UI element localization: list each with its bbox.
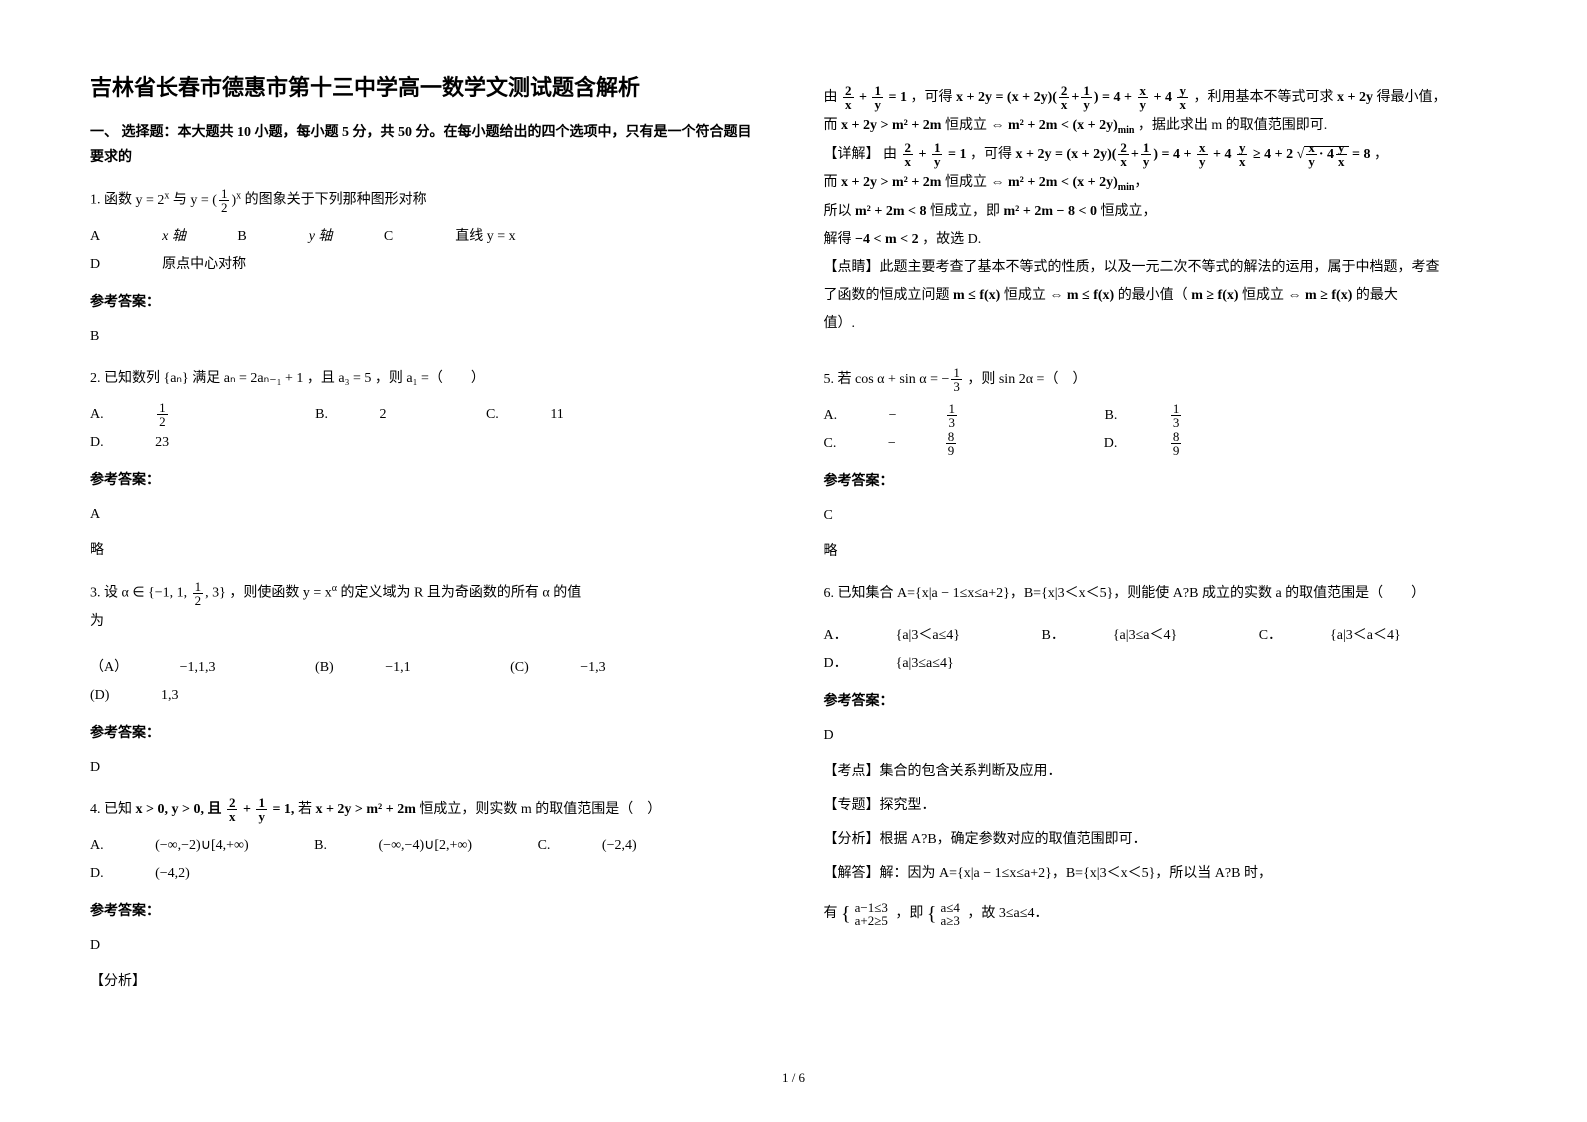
q5-ans-label: 参考答案：: [824, 468, 1498, 496]
q4-analysis-label: 【分析】: [90, 968, 764, 996]
q3-ans: D: [90, 754, 764, 782]
q1-mid: 与: [173, 193, 187, 208]
question-2: 2. 已知数列 {aₙ} 满足 aₙ = 2aₙ₋₁ + 1 ，且 a₃ = 5…: [90, 365, 764, 565]
question-4-cont: 由 2x + 1y = 1 ，可得 x + 2y = (x + 2y)(2x+1…: [824, 84, 1498, 338]
q1-ans: B: [90, 323, 764, 351]
page-footer: 1 / 6: [0, 1070, 1587, 1086]
q4-choices: A. (−∞,−2)∪[4,+∞) B. (−∞,−4)∪[2,+∞) C. (…: [90, 832, 764, 888]
q5-ans: C: [824, 502, 1498, 530]
q1-ans-label: 参考答案：: [90, 289, 764, 317]
question-1: 1. 函数 y = 2x 与 y = (12)x 的图象关于下列那种图形对称 A…: [90, 186, 764, 351]
q2-note: 略: [90, 537, 764, 565]
right-column: 由 2x + 1y = 1 ，可得 x + 2y = (x + 2y)(2x+1…: [824, 70, 1498, 1010]
section-header: 一、 选择题：本大题共 10 小题，每小题 5 分，共 50 分。在每小题给出的…: [90, 120, 764, 170]
q4-ans: D: [90, 932, 764, 960]
question-5: 5. 若 cos α + sin α = −13 ，则 sin 2α =（ ） …: [824, 366, 1498, 566]
q5-note: 略: [824, 538, 1498, 566]
q1-tail: 的图象关于下列那种图形对称: [245, 193, 427, 208]
question-3: 3. 设 α ∈ {−1, 1, 12, 3} ，则使函数 y = xα 的定义…: [90, 579, 764, 782]
q2-ans-label: 参考答案：: [90, 467, 764, 495]
q6-ans-label: 参考答案：: [824, 688, 1498, 716]
question-6: 6. 已知集合 A={x|a − 1≤x≤a+2}，B={x|3＜x＜5}，则能…: [824, 580, 1498, 934]
question-4: 4. 已知 x > 0, y > 0, 且 2x + 1y = 1, 若 x +…: [90, 796, 764, 996]
q2-ans: A: [90, 501, 764, 529]
q2-choices: A. 12 B. 2 C. 11 D. 23: [90, 401, 764, 457]
q5-choices: A. −13 B. 13 C. −89 D. 89: [824, 402, 1498, 458]
q1-expr2: y = (12)x: [190, 193, 244, 208]
q6-ans: D: [824, 722, 1498, 750]
q1-prefix: 1. 函数: [90, 193, 132, 208]
q1-expr1: y = 2x: [136, 193, 170, 208]
q6-choices: A．{a|3＜a≤4} B．{a|3≤a＜4} C．{a|3＜a＜4} D．{a…: [824, 622, 1498, 678]
left-column: 吉林省长春市德惠市第十三中学高一数学文测试题含解析 一、 选择题：本大题共 10…: [90, 70, 764, 1010]
q3-ans-label: 参考答案：: [90, 720, 764, 748]
q4-ans-label: 参考答案：: [90, 898, 764, 926]
page-title: 吉林省长春市德惠市第十三中学高一数学文测试题含解析: [90, 70, 764, 102]
q3-choices: （A） −1,1,3 (B) −1,1 (C) −1,3 (D) 1,3: [90, 654, 764, 710]
q1-choices: A x 轴 B y 轴 C 直线 y = x D 原点中心对称: [90, 223, 764, 279]
